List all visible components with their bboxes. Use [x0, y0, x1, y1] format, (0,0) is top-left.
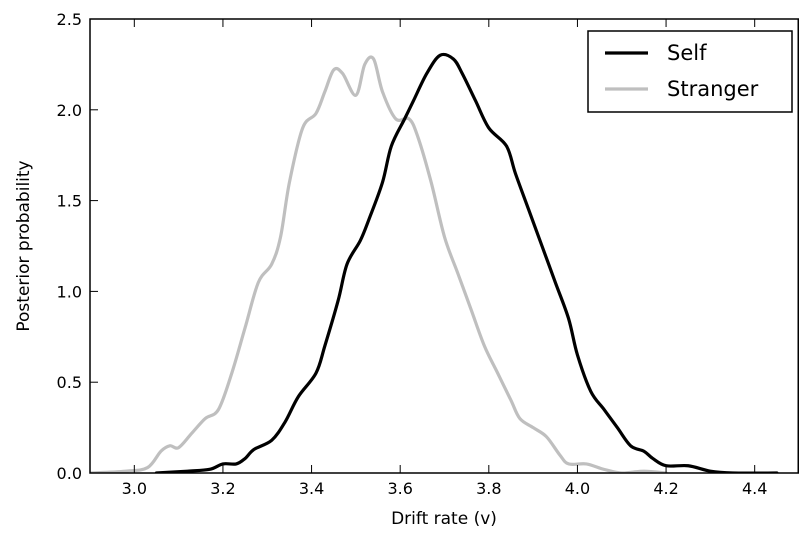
y-tick-label: 0.5 — [57, 373, 82, 392]
plot-frame — [89, 18, 799, 474]
legend-label: Stranger — [667, 77, 759, 101]
legend-box — [587, 30, 793, 113]
x-tick-label: 3.0 — [122, 479, 147, 498]
y-tick-label: 1.0 — [57, 282, 82, 301]
y-axis-label: Posterior probability — [14, 160, 34, 331]
y-tick-label: 1.5 — [57, 192, 82, 211]
y-tick-label: 2.5 — [57, 10, 82, 29]
x-tick-label: 3.8 — [476, 479, 501, 498]
y-tick-label: 0.0 — [57, 464, 82, 483]
series-line-stranger — [90, 55, 668, 473]
x-tick-label: 4.4 — [742, 479, 767, 498]
legend-label: Self — [667, 41, 707, 65]
legend-items: Self Stranger — [605, 41, 759, 101]
x-axis-label: Drift rate (v) — [391, 509, 497, 529]
x-tick-label: 4.0 — [565, 479, 590, 498]
x-tick-label: 4.2 — [653, 479, 678, 498]
y-tick-label: 2.0 — [57, 101, 82, 120]
x-tick-label: 3.2 — [210, 479, 235, 498]
x-tick-label: 3.6 — [387, 479, 412, 498]
legend-item-self: Self — [605, 41, 707, 65]
ticks-layer: 3.0 3.2 3.4 3.6 3.8 4.0 4.2 4.4 0.0 0.5 1.0 1.5 2.0 2… — [57, 10, 768, 498]
series-layer — [90, 52, 779, 473]
legend-item-stranger: Stranger — [605, 77, 759, 101]
legend: Self Stranger — [587, 30, 793, 113]
x-tick-label: 3.4 — [299, 479, 324, 498]
series-line-self — [154, 52, 779, 473]
